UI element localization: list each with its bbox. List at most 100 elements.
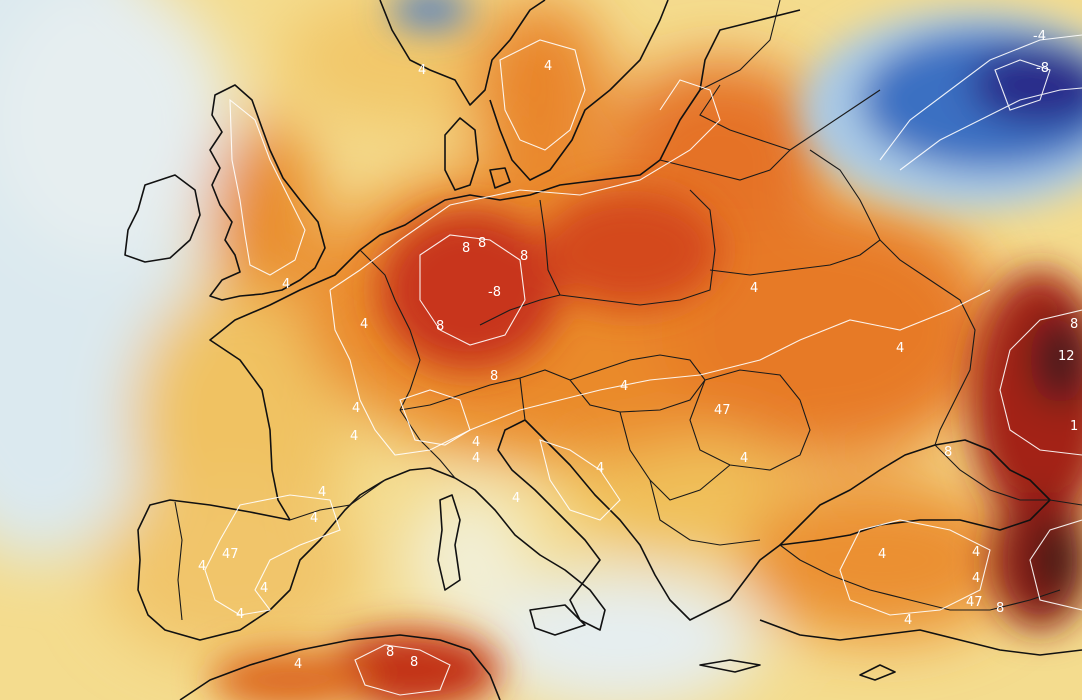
north-sea-continent-coast [359,9,801,251]
mediterranean-cool-area [480,570,760,700]
border-spain-france [289,479,386,521]
border-russia-north [789,89,881,151]
border-russia-caucasus [934,444,1082,506]
contour-label: 4 [360,317,368,332]
contour-label: 12 [1058,349,1075,364]
contour-label: 4 [310,511,318,526]
east-orange-area [660,200,1000,460]
contour-label: 4 [620,379,628,394]
border-poland-east [559,189,716,306]
contour-label: 47 [714,403,731,418]
border-turkey [779,544,1061,611]
isoline-caucasus [1029,519,1082,611]
border-alps [399,369,571,411]
border-france-germany [359,249,421,411]
sardinia-corsica-coast [437,494,461,591]
sicily-coast [529,604,586,636]
contour-label: 8 [1070,317,1078,332]
border-belarus-ukraine [709,149,881,276]
isoline-russia-cold [879,34,1082,171]
contour-label: 4 [260,581,268,596]
border-spain-portugal [174,501,183,621]
contour-label: 4 [472,451,480,466]
north-africa-hot-area [210,650,370,700]
russia-very-cold-area [970,45,1082,125]
sweden-orange-area [470,0,610,180]
norway-cold-spot [390,0,470,28]
contour-label: 8 [944,445,952,460]
contour-label: 47 [966,595,983,610]
cyprus-coast [859,664,896,681]
contour-label: 4 [750,281,758,296]
contour-label: 8 [436,319,444,334]
contour-label: 4 [418,63,426,78]
isoline-balkan [539,439,621,521]
contour-label: 4 [318,485,326,500]
contour-label: 4 [236,607,244,622]
iberia-yellow-area [100,480,360,660]
isoline-central-4 [329,79,991,456]
great-britain-coast [209,84,326,301]
isoline-russia-hot [999,309,1082,456]
poland-red-area [540,190,720,310]
italy-coast [454,419,606,631]
contour-label: 8 [410,655,418,670]
contour-label: 8 [996,601,1004,616]
contour-label: 1 [1070,419,1078,434]
scandinavia-coast [379,0,669,181]
border-germany-czechia [479,294,561,326]
contour-label: 4 [350,429,358,444]
france-atlantic-coast [209,249,361,521]
contour-label: 4 [972,571,980,586]
contour-label: 4 [282,277,290,292]
border-finland [699,0,781,91]
country-borders [174,0,1082,621]
contour-label: 47 [222,547,239,562]
adriatic-balkan-coast [524,419,781,621]
crete-coast [699,659,761,673]
isoline-uk-4 [229,98,306,276]
contour-label: 8 [520,249,528,264]
isoline-alps [399,389,471,446]
contour-label: 4 [352,401,360,416]
contour-label: 4 [472,435,480,450]
isoline-iberia-4 [204,494,341,616]
med-west-cool-area [410,490,530,630]
contour-label: 4 [294,657,302,672]
contour-label: 4 [740,451,748,466]
contour-label: 8 [478,236,486,251]
contour-label: 8 [386,645,394,660]
contour-label: 8 [490,369,498,384]
denmark-coast [444,117,511,191]
contour-label: 4 [512,491,520,506]
russia-core-area [1030,315,1082,405]
contour-label: 4 [972,545,980,560]
black-sea-coast [779,439,1051,546]
germany-red-area [380,210,560,370]
uk-orange-area [210,120,320,300]
contour-label: 4 [896,341,904,356]
isolines [204,34,1082,696]
iberia-coast [137,479,386,641]
contour-label: 4 [904,613,912,628]
border-romania [689,369,811,471]
cold-field [390,0,1082,210]
atlantic-pale-area [0,0,230,260]
contour-label: 4 [544,59,552,74]
africa-coast [179,634,501,700]
contour-label: 4 [878,547,886,562]
isoline-turkey-4 [839,519,991,616]
turkey-south-coast [759,619,1082,656]
contour-label: -4 [1033,29,1046,44]
coastlines [124,0,1082,700]
isoline-germany-8 [419,234,526,346]
caucasus-core-area [1033,520,1077,600]
border-ukraine-russia [879,239,976,446]
contour-label: 8 [462,241,470,256]
isoline-africa-8 [354,644,451,696]
contour-labels: -4 -8 4 4 8 8 8 -8 8 4 4 4 4 8 4 4 4 4 4… [198,29,1078,672]
contour-label: 4 [596,461,604,476]
contour-label: -8 [488,285,501,300]
border-germany-poland [539,199,561,296]
